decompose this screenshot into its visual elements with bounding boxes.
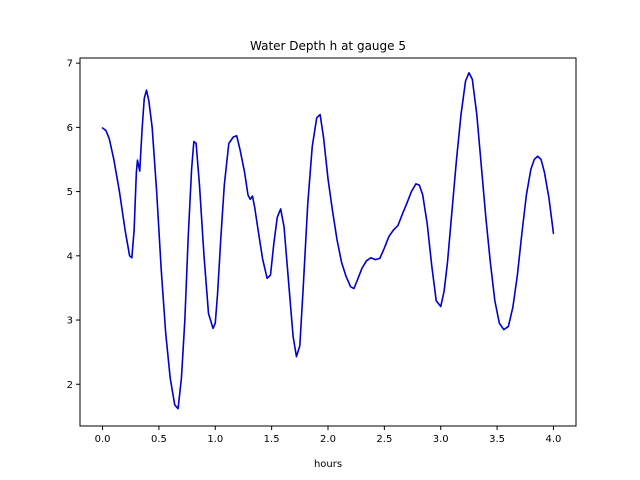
y-tick-label: 3 (67, 316, 73, 327)
x-tick-label: 2.5 (376, 434, 392, 445)
x-tick-label: 2.0 (320, 434, 336, 445)
y-tick-label: 5 (67, 187, 73, 198)
x-tick-label: 0.5 (151, 434, 167, 445)
x-tick-label: 1.0 (207, 434, 223, 445)
x-tick-label: 4.0 (546, 434, 562, 445)
x-tick-label: 1.5 (264, 434, 280, 445)
y-tick-label: 2 (67, 380, 73, 391)
series-line-0 (101, 71, 555, 410)
x-tick-label: 3.0 (433, 434, 449, 445)
y-tick-label: 7 (67, 59, 73, 70)
x-axis-label: hours (314, 459, 342, 470)
chart-title: Water Depth h at gauge 5 (250, 39, 406, 53)
y-tick-label: 6 (67, 123, 73, 134)
x-tick-label: 3.5 (489, 434, 505, 445)
plot-area: 0.0 0.5 1.0 1.5 2.0 2.5 3.0 3.5 4.0 2 3 4 5 6 7 (67, 57, 577, 445)
y-tick-label: 4 (67, 251, 73, 262)
x-tick-label: 0.0 (95, 434, 111, 445)
